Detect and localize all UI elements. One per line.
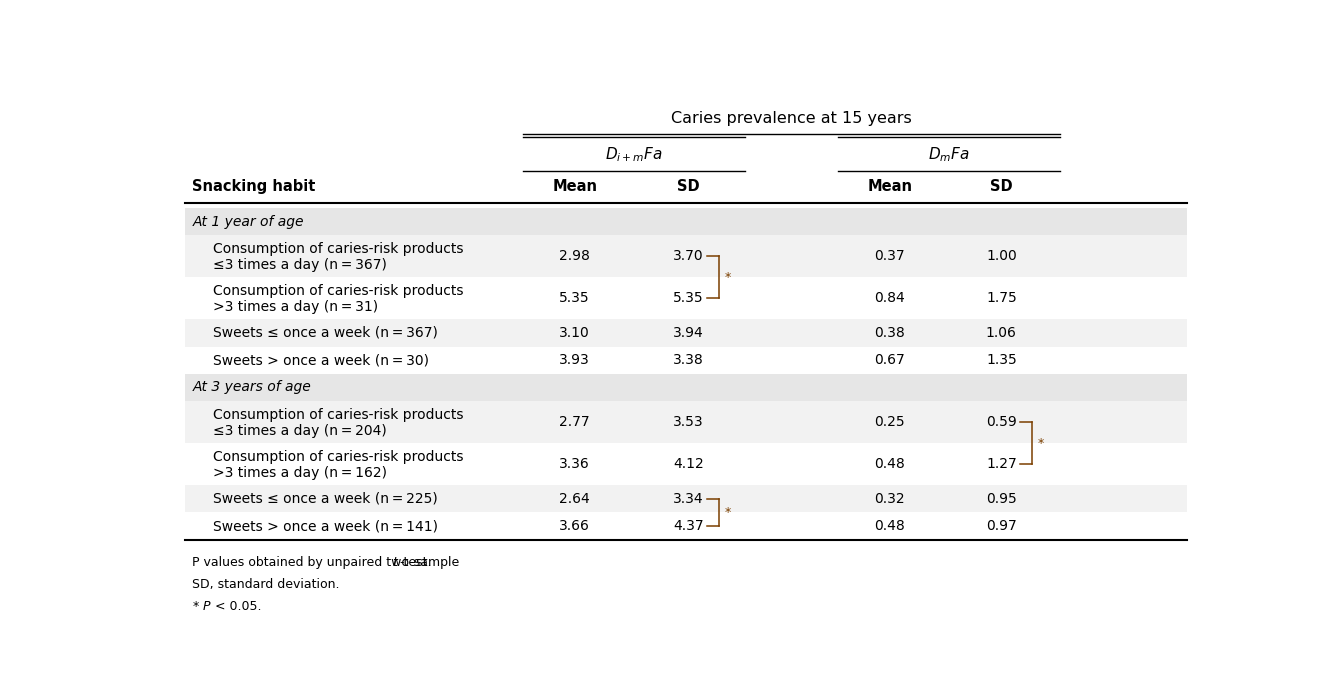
Text: P: P (203, 599, 211, 612)
Bar (185, 277, 1188, 319)
Text: 3.34: 3.34 (673, 492, 704, 506)
Text: 1.06: 1.06 (986, 326, 1017, 340)
Text: Sweets ≤ once a week (n = 225): Sweets ≤ once a week (n = 225) (213, 492, 437, 506)
Text: 0.97: 0.97 (986, 519, 1017, 533)
Text: 3.66: 3.66 (560, 519, 591, 533)
Text: 0.37: 0.37 (874, 249, 905, 263)
Text: -test.: -test. (399, 556, 432, 569)
Text: 3.10: 3.10 (560, 326, 591, 340)
Bar (185, 512, 1188, 539)
Bar (185, 443, 1188, 485)
Text: SD, standard deviation.: SD, standard deviation. (192, 578, 340, 591)
Bar (185, 208, 1188, 235)
Text: >3 times a day (n = 31): >3 times a day (n = 31) (213, 299, 379, 314)
Text: Caries prevalence at 15 years: Caries prevalence at 15 years (672, 111, 912, 126)
Text: 2.77: 2.77 (560, 415, 591, 429)
Text: 1.00: 1.00 (986, 249, 1017, 263)
Text: 3.38: 3.38 (673, 353, 704, 367)
Text: 0.84: 0.84 (874, 291, 905, 306)
Text: At 1 year of age: At 1 year of age (192, 215, 304, 228)
Text: 3.53: 3.53 (673, 415, 704, 429)
Text: Mean: Mean (868, 179, 912, 194)
Text: >3 times a day (n = 162): >3 times a day (n = 162) (213, 466, 387, 479)
Text: 4.12: 4.12 (673, 457, 704, 471)
Text: 3.70: 3.70 (673, 249, 704, 263)
Text: 3.94: 3.94 (673, 326, 704, 340)
Text: 5.35: 5.35 (560, 291, 591, 306)
Text: 2.98: 2.98 (560, 249, 591, 263)
Text: 3.93: 3.93 (560, 353, 591, 367)
Text: Sweets ≤ once a week (n = 367): Sweets ≤ once a week (n = 367) (213, 326, 439, 340)
Text: t: t (392, 556, 397, 569)
Text: At 3 years of age: At 3 years of age (192, 381, 311, 394)
Text: 0.32: 0.32 (874, 492, 905, 506)
Bar (185, 374, 1188, 401)
Text: 0.48: 0.48 (874, 519, 905, 533)
Text: P values obtained by unpaired two-sample: P values obtained by unpaired two-sample (192, 556, 464, 569)
Text: *: * (725, 271, 730, 284)
Text: ≤3 times a day (n = 204): ≤3 times a day (n = 204) (213, 424, 387, 438)
Text: Consumption of caries-risk products: Consumption of caries-risk products (213, 241, 464, 256)
Bar (185, 485, 1188, 512)
Text: Consumption of caries-risk products: Consumption of caries-risk products (213, 449, 464, 464)
Text: Mean: Mean (552, 179, 597, 194)
Text: 4.37: 4.37 (673, 519, 704, 533)
Bar (185, 401, 1188, 443)
Text: 0.25: 0.25 (874, 415, 905, 429)
Text: SD: SD (990, 179, 1013, 194)
Text: $D_{m}Fa$: $D_{m}Fa$ (928, 145, 970, 164)
Text: ≤3 times a day (n = 367): ≤3 times a day (n = 367) (213, 258, 387, 271)
Text: 3.36: 3.36 (560, 457, 591, 471)
Text: 0.95: 0.95 (986, 492, 1017, 506)
Text: < 0.05.: < 0.05. (211, 599, 261, 612)
Bar (185, 346, 1188, 374)
Text: $D_{i+m}Fa$: $D_{i+m}Fa$ (605, 145, 663, 164)
Text: *: * (725, 506, 730, 519)
Text: 1.35: 1.35 (986, 353, 1017, 367)
Text: *: * (1037, 436, 1044, 449)
Bar (185, 235, 1188, 277)
Text: 5.35: 5.35 (673, 291, 704, 306)
Text: 0.48: 0.48 (874, 457, 905, 471)
Text: Sweets > once a week (n = 141): Sweets > once a week (n = 141) (213, 519, 439, 533)
Text: SD: SD (677, 179, 700, 194)
Text: Snacking habit: Snacking habit (192, 179, 316, 194)
Text: Sweets > once a week (n = 30): Sweets > once a week (n = 30) (213, 353, 429, 367)
Text: 1.27: 1.27 (986, 457, 1017, 471)
Text: *: * (192, 599, 199, 612)
Text: 0.38: 0.38 (874, 326, 905, 340)
Text: 0.59: 0.59 (986, 415, 1017, 429)
Text: 0.67: 0.67 (874, 353, 905, 367)
Text: 1.75: 1.75 (986, 291, 1017, 306)
Bar (185, 319, 1188, 346)
Text: Consumption of caries-risk products: Consumption of caries-risk products (213, 284, 464, 297)
Text: 2.64: 2.64 (560, 492, 591, 506)
Text: Consumption of caries-risk products: Consumption of caries-risk products (213, 408, 464, 421)
